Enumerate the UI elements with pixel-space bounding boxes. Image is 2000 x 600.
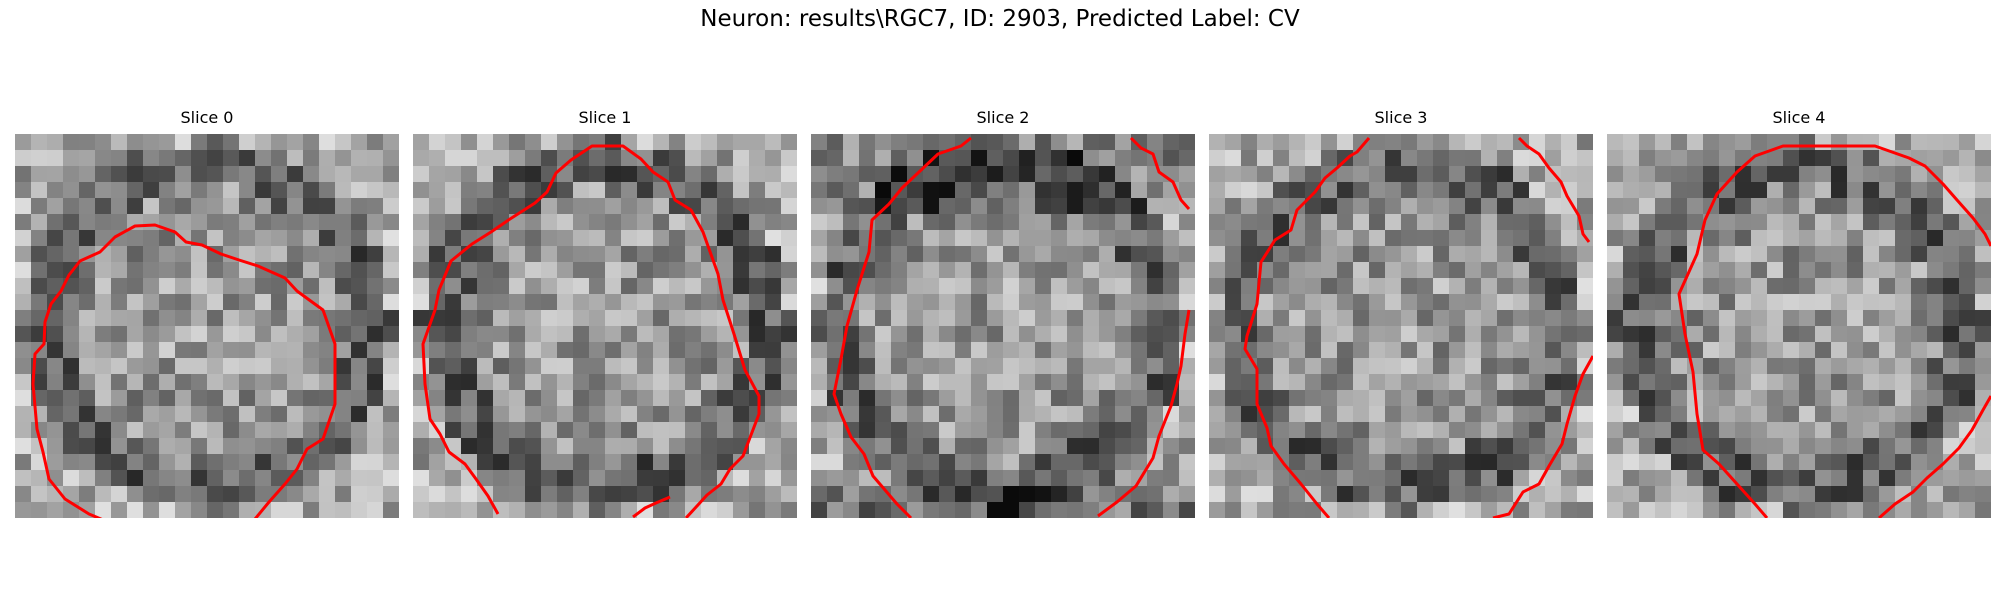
slice-image-0 bbox=[15, 134, 399, 518]
slice-title-3: Slice 3 bbox=[1374, 108, 1428, 127]
figure-title: Neuron: results\RGC7, ID: 2903, Predicte… bbox=[700, 6, 1300, 32]
segmentation-outline-1b bbox=[632, 495, 671, 518]
slice-image-1 bbox=[413, 134, 797, 518]
segmentation-outline-2b bbox=[1129, 136, 1191, 210]
segmentation-outline-4 bbox=[1677, 144, 1991, 518]
slice-panel-2: Slice 2 bbox=[811, 108, 1195, 518]
segmentation-outline-3b bbox=[1517, 136, 1591, 243]
slice-title-4: Slice 4 bbox=[1772, 108, 1826, 127]
segmentation-outline-3c bbox=[1492, 355, 1593, 518]
slice-panel-0: Slice 0 bbox=[15, 108, 399, 518]
slice-title-2: Slice 2 bbox=[976, 108, 1030, 127]
segmentation-outline-2 bbox=[832, 136, 972, 518]
segmentation-outline-4b bbox=[1878, 395, 1991, 518]
slice-panel-1: Slice 1 bbox=[413, 108, 797, 518]
slice-panel-4: Slice 4 bbox=[1607, 108, 1991, 518]
segmentation-outline-1 bbox=[421, 144, 761, 518]
slice-image-3 bbox=[1209, 134, 1593, 518]
slice-title-0: Slice 0 bbox=[180, 108, 234, 127]
slice-title-1: Slice 1 bbox=[578, 108, 632, 127]
slice-image-2 bbox=[811, 134, 1195, 518]
segmentation-outline-3 bbox=[1243, 137, 1371, 518]
segmentation-outline-2c bbox=[1097, 309, 1191, 518]
slice-image-4 bbox=[1607, 134, 1991, 518]
segmentation-outline-0 bbox=[31, 223, 337, 518]
slice-panel-3: Slice 3 bbox=[1209, 108, 1593, 518]
